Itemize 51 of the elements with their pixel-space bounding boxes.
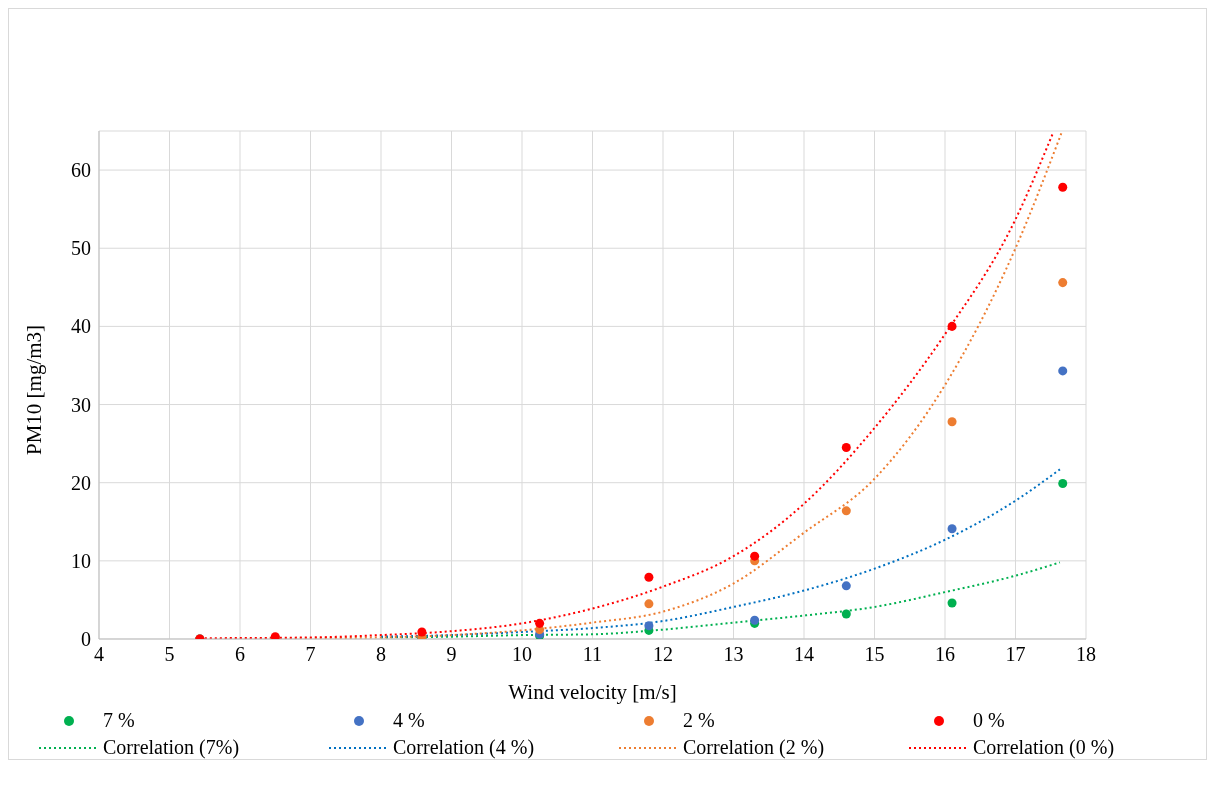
legend-label: 2 % xyxy=(683,709,715,732)
x-tick-label: 10 xyxy=(512,643,532,666)
point xyxy=(841,609,851,619)
point xyxy=(417,627,427,637)
legend-label: Correlation (4 %) xyxy=(393,736,535,759)
x-tick-label: 5 xyxy=(164,643,175,666)
x-tick-label: 12 xyxy=(653,643,673,666)
y-axis-title: PM10 [mg/m3] xyxy=(22,324,47,455)
legend-label: 4 % xyxy=(393,709,425,732)
x-tick-label: 14 xyxy=(794,643,814,666)
x-tick-label: 13 xyxy=(723,643,744,666)
y-tick-label: 60 xyxy=(71,159,91,182)
x-tick-label: 15 xyxy=(864,643,885,666)
x-tick-label: 18 xyxy=(1076,643,1096,666)
point xyxy=(841,506,851,516)
x-tick-label: 9 xyxy=(446,643,457,666)
point xyxy=(1058,478,1068,488)
point xyxy=(1058,182,1068,192)
point xyxy=(644,599,654,609)
line-series xyxy=(380,468,1061,638)
y-tick-label: 10 xyxy=(71,549,91,572)
point xyxy=(947,524,957,534)
point xyxy=(947,598,957,608)
y-tick-label: 30 xyxy=(71,393,91,416)
y-tick-label: 20 xyxy=(71,471,91,494)
point xyxy=(947,417,957,427)
point xyxy=(750,551,760,561)
y-tick-label: 0 xyxy=(81,628,91,651)
x-tick-label: 16 xyxy=(935,643,955,666)
point xyxy=(644,621,654,631)
legend-label: 7 % xyxy=(103,709,135,732)
legend-label: Correlation (0 %) xyxy=(973,736,1115,759)
point xyxy=(841,443,851,453)
y-tick-label: 50 xyxy=(71,237,91,260)
point xyxy=(535,618,545,628)
x-tick-label: 7 xyxy=(305,643,316,666)
x-tick-label: 11 xyxy=(582,643,603,666)
point xyxy=(947,321,957,331)
legend-label: 0 % xyxy=(973,709,1005,732)
point xyxy=(1058,278,1068,288)
x-tick-label: 8 xyxy=(376,643,386,666)
point xyxy=(644,572,654,582)
x-axis-title: Wind velocity [m/s] xyxy=(508,680,677,704)
x-tick-label: 6 xyxy=(235,643,245,666)
x-tick-label: 4 xyxy=(94,643,104,666)
y-tick-label: 40 xyxy=(71,315,91,338)
x-tick-label: 17 xyxy=(1005,643,1026,666)
legend-label: Correlation (7%) xyxy=(103,736,240,759)
point xyxy=(1058,366,1068,376)
legend-label: Correlation (2 %) xyxy=(683,736,825,759)
point xyxy=(841,581,851,591)
